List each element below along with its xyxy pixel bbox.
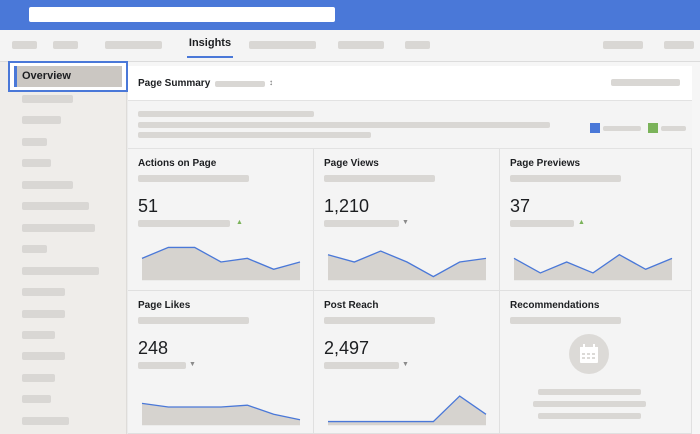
sidebar-item[interactable] — [22, 331, 55, 339]
metric-subtitle — [324, 175, 435, 182]
search-input[interactable] — [29, 7, 335, 22]
tab-placeholder[interactable] — [105, 41, 162, 49]
sparkline-area — [328, 396, 486, 426]
sparkline-area — [142, 247, 300, 281]
recommendations-card[interactable]: Recommendations — [500, 291, 692, 434]
sidebar-item[interactable] — [22, 95, 73, 103]
recommendation-text-line — [533, 401, 646, 407]
metric-card[interactable]: Page Likes 248 ▼ — [128, 291, 314, 434]
sidebar-item[interactable] — [22, 116, 61, 124]
sparkline — [141, 402, 301, 426]
sidebar-item[interactable] — [22, 245, 47, 253]
metric-card-title: Page Previews — [510, 158, 581, 169]
metric-card-title: Page Views — [324, 158, 379, 169]
trend-down-icon: ▼ — [402, 219, 409, 226]
legend-label — [661, 126, 686, 131]
page-summary-body — [128, 101, 692, 149]
metric-card-title: Page Likes — [138, 300, 191, 311]
sidebar-item[interactable] — [22, 417, 69, 425]
metric-subtitle — [510, 175, 621, 182]
sparkline-line — [141, 246, 301, 270]
sidebar-item[interactable] — [22, 159, 51, 167]
recommendation-text-line — [538, 413, 641, 419]
metric-change-text — [324, 220, 399, 227]
tab-placeholder[interactable] — [53, 41, 78, 49]
metric-value: 51 — [138, 196, 159, 216]
metric-value: 248 — [138, 338, 169, 358]
top-bar — [0, 0, 700, 30]
active-tab-indicator — [187, 56, 233, 58]
recommendation-text-line — [538, 389, 641, 395]
metric-card[interactable]: Post Reach 2,497 ▼ — [314, 291, 500, 434]
sidebar-item[interactable] — [22, 202, 89, 210]
sidebar-item[interactable] — [22, 267, 99, 275]
sparkline-line — [327, 250, 487, 278]
sidebar-item[interactable] — [22, 395, 51, 403]
sidebar — [0, 62, 127, 434]
summary-text-line — [138, 122, 550, 128]
summary-text-line — [138, 132, 371, 138]
page-summary-header: Page Summary ↕ — [128, 66, 692, 101]
sidebar-item[interactable] — [22, 138, 47, 146]
metric-change-text — [510, 220, 574, 227]
calendar-icon — [569, 334, 609, 374]
sidebar-item[interactable] — [22, 288, 65, 296]
legend-swatch-blue — [590, 123, 600, 133]
metric-card-title: Actions on Page — [138, 158, 217, 169]
sparkline — [327, 250, 487, 281]
date-range-dropdown[interactable] — [215, 81, 265, 87]
trend-up-icon: ▲ — [578, 219, 585, 226]
metric-card[interactable]: Page Views 1,210 ▼ — [314, 149, 500, 291]
sidebar-item[interactable] — [22, 181, 73, 189]
sidebar-item[interactable] — [22, 374, 55, 382]
metric-card[interactable]: Actions on Page 51 ▲ — [128, 149, 314, 291]
metric-subtitle — [138, 175, 249, 182]
tab-placeholder[interactable] — [12, 41, 37, 49]
recommendations-subtitle — [510, 317, 621, 324]
sparkline-area — [142, 403, 300, 426]
sidebar-item[interactable] — [22, 224, 95, 232]
sidebar-item[interactable] — [22, 310, 65, 318]
metric-value: 2,497 — [324, 338, 370, 358]
metric-change-text — [138, 220, 230, 227]
sparkline — [141, 246, 301, 281]
tab-placeholder[interactable] — [603, 41, 643, 49]
tab-placeholder[interactable] — [405, 41, 430, 49]
sparkline — [328, 395, 487, 426]
recommendations-title: Recommendations — [510, 300, 600, 311]
page-summary-title: Page Summary — [138, 78, 211, 89]
metric-card-title: Post Reach — [324, 300, 379, 311]
sidebar-item-overview[interactable]: Overview — [14, 66, 122, 87]
metric-subtitle — [138, 317, 249, 324]
trend-down-icon: ▼ — [189, 361, 196, 368]
overview-highlight: Overview — [8, 61, 128, 92]
tab-placeholder[interactable] — [338, 41, 384, 49]
summary-text-line — [138, 111, 314, 117]
tab-insights[interactable]: Insights — [188, 37, 232, 49]
tab-placeholder[interactable] — [664, 41, 694, 49]
metric-value: 37 — [510, 196, 531, 216]
metric-card[interactable]: Page Previews 37 ▲ — [500, 149, 692, 291]
sparkline-line — [328, 395, 487, 423]
metric-change-text — [138, 362, 186, 369]
tab-placeholder[interactable] — [249, 41, 316, 49]
trend-down-icon: ▼ — [402, 361, 409, 368]
sparkline — [513, 253, 673, 281]
legend-swatch-green — [648, 123, 658, 133]
page-tab-bar: Insights — [0, 30, 700, 62]
sparkline-area — [328, 251, 486, 281]
sort-caret-icon[interactable]: ↕ — [269, 78, 273, 87]
legend-label — [603, 126, 641, 131]
trend-up-icon: ▲ — [236, 219, 243, 226]
metric-subtitle — [324, 317, 435, 324]
sparkline-line — [513, 253, 673, 274]
sparkline-line — [141, 402, 301, 421]
sidebar-item[interactable] — [22, 352, 65, 360]
sparkline-area — [514, 254, 672, 281]
metric-change-text — [324, 362, 399, 369]
export-link[interactable] — [611, 79, 680, 86]
metric-value: 1,210 — [324, 196, 370, 216]
